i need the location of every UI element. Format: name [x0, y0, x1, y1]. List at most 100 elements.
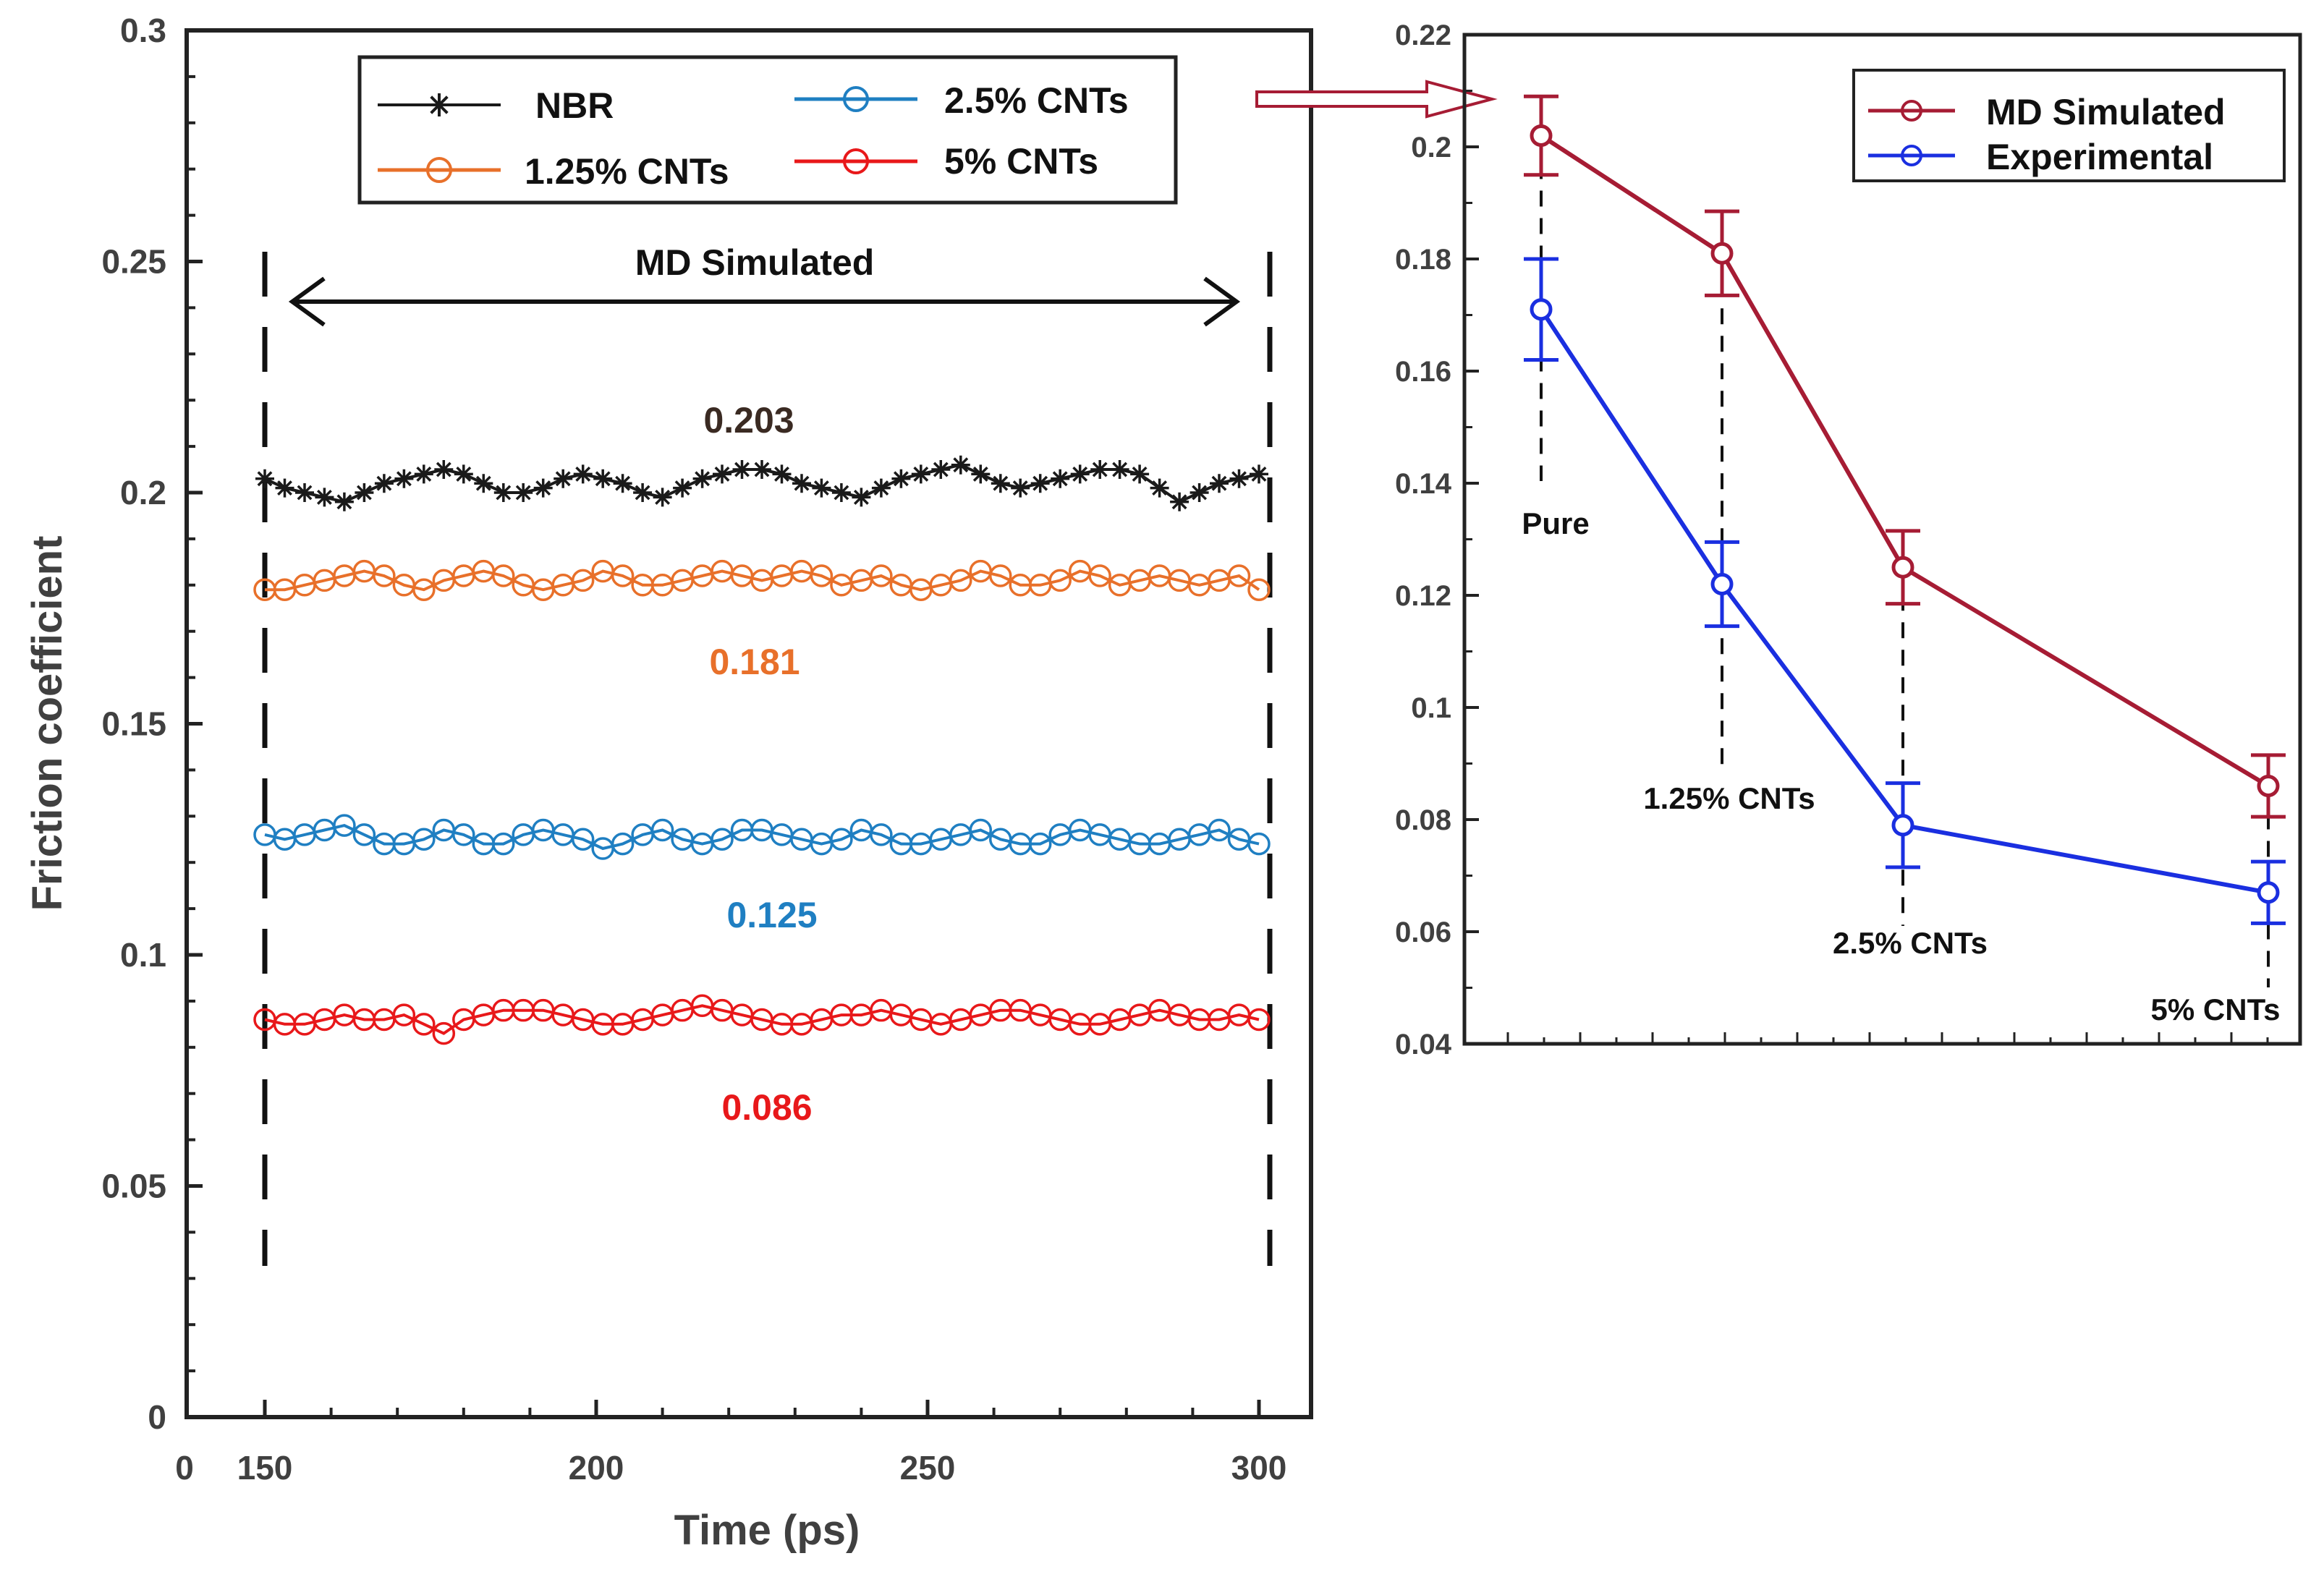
- data-point: [1011, 478, 1030, 498]
- data-point: [931, 460, 951, 479]
- left-x-tick-label: 150: [237, 1449, 293, 1487]
- right-legend-box: [1852, 69, 2286, 182]
- data-point: [1530, 298, 1553, 321]
- data-point: [412, 828, 436, 851]
- right-y-tick-label: 0.14: [1395, 468, 1452, 500]
- data-point: [653, 488, 672, 507]
- data-point: [255, 469, 274, 488]
- data-point: [493, 483, 513, 502]
- legend-entry-nbr: NBR: [378, 85, 614, 126]
- left-y-tick-label: 0: [148, 1398, 166, 1436]
- data-point: [412, 578, 436, 601]
- data-point: [452, 823, 475, 846]
- svg-text:Experimental: Experimental: [1986, 137, 2213, 177]
- data-point: [334, 492, 354, 511]
- left-y-tick-label: 0.3: [120, 12, 166, 49]
- arrowhead-right: [1203, 276, 1241, 327]
- data-point: [392, 1003, 416, 1026]
- series-line: [264, 823, 1260, 851]
- data-point: [434, 460, 454, 479]
- data-point: [454, 464, 473, 484]
- svg-text:2.5% CNTs: 2.5% CNTs: [944, 80, 1129, 121]
- data-point: [911, 464, 930, 484]
- data-point: [352, 823, 376, 846]
- data-point: [692, 469, 712, 488]
- data-point: [673, 478, 692, 498]
- left-x-origin-label: 0: [175, 1449, 194, 1487]
- data-point: [593, 469, 613, 488]
- svg-text:5% CNTs: 5% CNTs: [944, 141, 1098, 182]
- category-label-2.5-cnts: 2.5% CNTs: [1833, 926, 1988, 960]
- series-line: [1539, 308, 2269, 895]
- data-point: [1048, 569, 1072, 592]
- data-point: [2257, 881, 2280, 904]
- circle-marker-icon: [426, 157, 452, 183]
- svg-text:MD Simulated: MD Simulated: [1986, 92, 2226, 132]
- data-point: [831, 483, 851, 502]
- series-2.5-cnts: [253, 814, 1271, 860]
- data-point: [871, 478, 891, 498]
- data-point: [1028, 832, 1052, 856]
- data-point: [474, 474, 493, 493]
- data-point: [891, 469, 911, 488]
- data-point: [355, 483, 374, 502]
- series-line: [1540, 133, 2270, 788]
- circle-marker-icon: [1901, 145, 1922, 166]
- data-point: [713, 464, 731, 484]
- data-point: [870, 564, 893, 587]
- data-point: [870, 823, 893, 846]
- data-point: [2257, 775, 2280, 797]
- right-plot-frame: [1462, 33, 2302, 1046]
- right-legend: MD Simulated Experimental: [1852, 69, 2286, 182]
- data-point: [492, 564, 515, 587]
- md-simulated-annotation: MD Simulated: [635, 242, 875, 283]
- legend-entry-experimental: Experimental: [1868, 137, 2213, 177]
- data-point: [394, 469, 414, 488]
- data-point: [333, 814, 356, 837]
- data-point: [613, 474, 632, 493]
- left-x-tick-label: 250: [900, 1449, 956, 1487]
- left-legend-box: [357, 55, 1178, 205]
- left-y-axis-title: Friction coefficient: [24, 536, 71, 911]
- right-y-tick-label: 0.1: [1411, 692, 1451, 724]
- data-point: [810, 564, 834, 587]
- data-point: [611, 564, 635, 587]
- data-point: [514, 483, 533, 502]
- data-point: [1210, 474, 1229, 493]
- data-point: [1891, 814, 1914, 837]
- series-md-simulated: [1524, 94, 2286, 819]
- data-point: [650, 818, 674, 842]
- data-point: [1250, 464, 1268, 484]
- data-point: [315, 488, 334, 507]
- data-point: [554, 469, 573, 488]
- data-point: [492, 832, 515, 856]
- data-point: [732, 460, 752, 479]
- data-point: [1247, 832, 1271, 856]
- left-legend: NBR 1.25% CNTs 2.5% CNTs 5% CNTs: [357, 55, 1178, 205]
- data-point: [1051, 469, 1070, 488]
- left-y-tick-label: 0.05: [101, 1168, 166, 1205]
- left-y-ticks: 0 0.05 0.1 0.15 0.2 0.25 0.3: [101, 12, 203, 1436]
- right-y-ticks: 0.04 0.06 0.08 0.1 0.12 0.14 0.16 0.18 0.2 0.22: [1395, 20, 2269, 1060]
- data-point: [412, 1013, 436, 1036]
- legend-entry-2.5-cnts: 2.5% CNTs: [794, 80, 1129, 121]
- data-point: [772, 464, 792, 484]
- data-point: [971, 464, 991, 484]
- data-point: [374, 474, 394, 493]
- data-point: [1170, 492, 1189, 511]
- data-point: [571, 828, 595, 851]
- data-point: [1030, 474, 1050, 493]
- data-point: [1530, 124, 1553, 147]
- data-point: [1090, 460, 1110, 479]
- data-point: [1150, 478, 1169, 498]
- series-experimental: [1524, 257, 2286, 925]
- legend-entry-1.25-cnts: 1.25% CNTs: [378, 151, 729, 192]
- data-point: [1208, 818, 1231, 842]
- data-point: [752, 460, 771, 479]
- left-y-tick-label: 0.2: [120, 474, 166, 511]
- data-point: [414, 464, 433, 484]
- svg-text:1.25% CNTs: 1.25% CNTs: [525, 151, 729, 192]
- data-point: [852, 488, 871, 507]
- right-y-tick-label: 0.2: [1411, 132, 1451, 163]
- category-label-pure: Pure: [1522, 506, 1589, 540]
